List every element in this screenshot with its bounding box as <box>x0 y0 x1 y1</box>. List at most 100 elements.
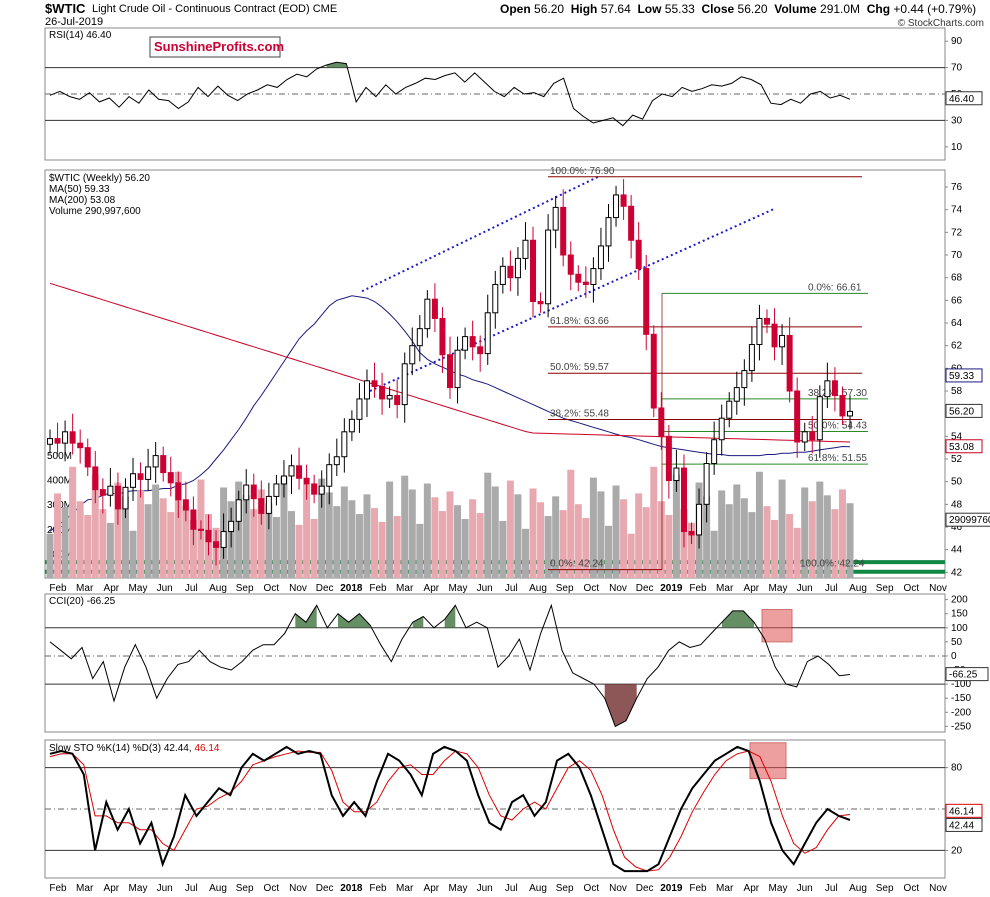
volume-bar <box>84 515 92 578</box>
fib-red-label: 61.8%: 63.66 <box>550 316 609 327</box>
volume-bar <box>54 493 62 578</box>
rsi-last-label-box <box>945 91 983 106</box>
fib-green-label: 100.0%: 42.24 <box>800 559 865 570</box>
volume-bar <box>801 487 809 578</box>
candle-body <box>122 486 129 510</box>
rsi-title: RSI(14) 46.40 <box>49 30 112 41</box>
candle-body <box>552 206 559 231</box>
sto-x-axis-label: Mar <box>396 883 414 894</box>
price-x-axis-label: Apr <box>424 583 440 594</box>
volume-bar <box>272 516 280 578</box>
volume-bar <box>793 527 801 578</box>
price-ma200-badge: 53.08 <box>949 442 974 453</box>
candle-body <box>477 346 484 355</box>
sto-x-axis-label: 2019 <box>660 883 683 894</box>
volume-bar <box>371 508 379 578</box>
sto-k-value: 42.44, <box>164 743 195 754</box>
rsi-line <box>49 61 851 127</box>
volume-bar <box>718 490 726 578</box>
sto-k-badge: 42.44 <box>949 820 974 831</box>
price-x-axis-label: Sep <box>876 583 894 594</box>
sto-x-axis-label: Mar <box>716 883 734 894</box>
candle-body <box>250 484 257 500</box>
candle-body <box>288 465 295 477</box>
candle-body <box>628 205 635 241</box>
volume-bar <box>725 504 733 578</box>
cci-positive-fill <box>722 610 754 628</box>
volume-bar <box>355 514 363 578</box>
volume-bar <box>416 523 424 578</box>
candle-body <box>47 438 53 445</box>
price-x-axis-label: Dec <box>636 583 654 594</box>
volume-bar <box>46 533 54 578</box>
price-axis-tick-label: 64 <box>951 318 963 329</box>
candle-body <box>190 509 197 530</box>
sto-x-axis-label: May <box>129 883 148 894</box>
sto-x-axis-label: May <box>449 883 468 894</box>
candle-body <box>575 273 582 283</box>
volume-bar <box>114 482 122 578</box>
volume-bar <box>491 486 499 578</box>
volume-bar <box>144 504 152 578</box>
candle-body <box>831 380 838 397</box>
candle-body <box>847 410 853 417</box>
volume-bar <box>816 481 824 578</box>
price-axis-tick-label: 48 <box>951 499 963 510</box>
candle-body <box>447 354 453 389</box>
cci-axis-tick-label: 50 <box>951 637 963 648</box>
volume-bar <box>76 501 84 578</box>
candle-body <box>303 477 310 485</box>
volume-bar <box>559 510 567 578</box>
candle-body <box>696 503 703 536</box>
sto-x-axis-label: Dec <box>636 883 654 894</box>
candle-body <box>160 455 167 474</box>
candle-body <box>590 268 597 285</box>
price-axis-tick-label: 62 <box>951 341 963 352</box>
sto-x-axis-label: Apr <box>744 883 760 894</box>
cci-positive-fill <box>412 616 424 628</box>
cci-positive-fill <box>444 605 456 628</box>
cci-last-label: -66.25 <box>949 670 978 681</box>
price-close-badge: 56.20 <box>949 406 974 417</box>
candle-body <box>507 265 514 279</box>
volume-bar <box>303 484 311 578</box>
candle-body <box>348 418 355 433</box>
volume-bar <box>363 494 371 578</box>
candle-body <box>673 467 680 482</box>
fib-red-label: 38.2%: 55.48 <box>550 409 609 420</box>
candle-body <box>296 465 303 479</box>
candle-body <box>137 473 144 480</box>
candle-body <box>545 229 552 305</box>
volume-bar <box>106 522 114 578</box>
volume-bar <box>280 476 288 578</box>
price-x-axis-label: Jun <box>157 583 173 594</box>
watermark-box <box>149 36 281 58</box>
volume-bar <box>657 501 665 578</box>
sto-d-line <box>49 750 851 872</box>
volume-bar <box>250 509 258 578</box>
volume-bar <box>748 512 756 578</box>
sto-axis-tick-label: 20 <box>951 845 963 856</box>
price-ma50-badge: 59.33 <box>949 371 974 382</box>
price-axis-tick-label: 58 <box>951 386 963 397</box>
volume-bar <box>733 484 741 578</box>
sto-x-axis-label: Oct <box>904 883 920 894</box>
candle-body <box>597 245 604 270</box>
cci-title: CCI(20) -66.25 <box>49 596 116 607</box>
volume-bar <box>174 471 182 578</box>
volume-bar <box>393 516 401 578</box>
candle-body <box>688 531 695 536</box>
candle-body <box>273 483 280 497</box>
volume-bar <box>582 517 590 578</box>
candle-body <box>220 531 227 548</box>
sto-x-axis-label: Jun <box>797 883 813 894</box>
volume-bar <box>506 480 514 578</box>
price-axis-tick-label: 54 <box>951 431 963 442</box>
sto-title: Slow STO %K(14) %D(3) 42.44, 46.14 <box>49 743 220 754</box>
candle-body <box>567 254 574 275</box>
chart-header: $WTIC Light Crude Oil - Continuous Contr… <box>0 0 990 30</box>
volume-bar <box>589 477 597 578</box>
candle-body <box>114 485 121 510</box>
candle-body <box>371 380 378 387</box>
